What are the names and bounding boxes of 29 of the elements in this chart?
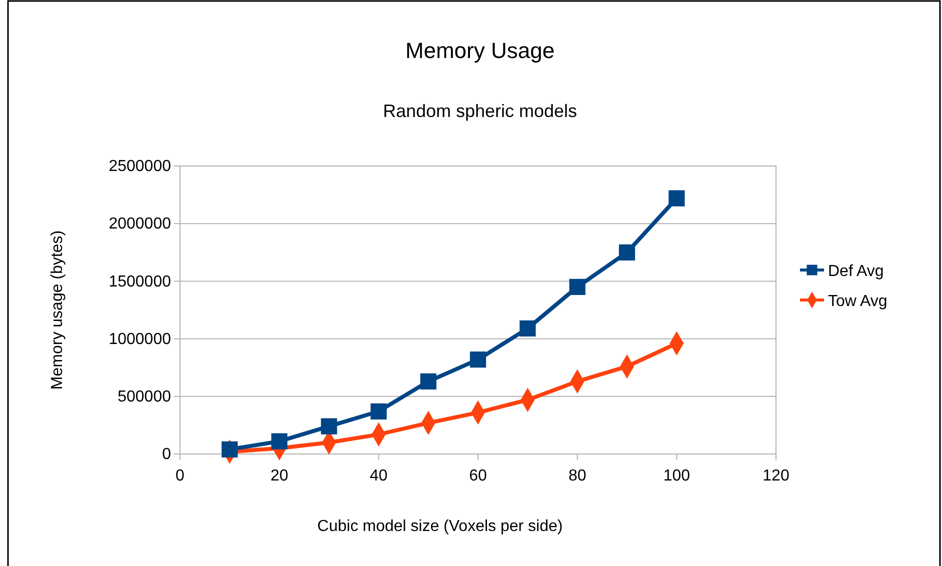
chart-title: Memory Usage xyxy=(405,38,555,63)
point xyxy=(370,403,387,420)
y-tick-label: 2500000 xyxy=(108,158,172,176)
x-tick-label: 120 xyxy=(762,468,790,485)
point xyxy=(618,244,636,260)
x-tick-label: 20 xyxy=(270,468,288,485)
x-tick-label: 0 xyxy=(176,468,185,485)
y-axis-title: Memory usage (bytes) xyxy=(49,230,66,390)
legend-label: Tow Avg xyxy=(828,293,888,310)
point xyxy=(320,418,338,434)
y-tick-label: 500000 xyxy=(118,388,172,406)
point xyxy=(222,441,238,458)
point xyxy=(668,190,685,206)
point xyxy=(569,278,586,296)
x-tick-label: 60 xyxy=(469,468,487,485)
x-tick-label: 40 xyxy=(370,468,388,485)
x-axis-title: Cubic model size (Voxels per side) xyxy=(317,518,563,535)
y-tick-label: 1000000 xyxy=(108,330,172,348)
point xyxy=(470,351,486,368)
legend-label: Def Avg xyxy=(828,263,884,280)
y-tick-label: 1500000 xyxy=(108,273,172,290)
x-tick-label: 80 xyxy=(568,468,586,485)
y-tick-label: 2000000 xyxy=(108,216,172,233)
x-tick-label: 100 xyxy=(663,468,690,485)
point xyxy=(520,320,536,336)
point xyxy=(420,373,436,390)
point xyxy=(271,433,288,450)
chart-subtitle: Random spheric models xyxy=(382,101,578,121)
y-tick-label: 0 xyxy=(162,446,172,464)
